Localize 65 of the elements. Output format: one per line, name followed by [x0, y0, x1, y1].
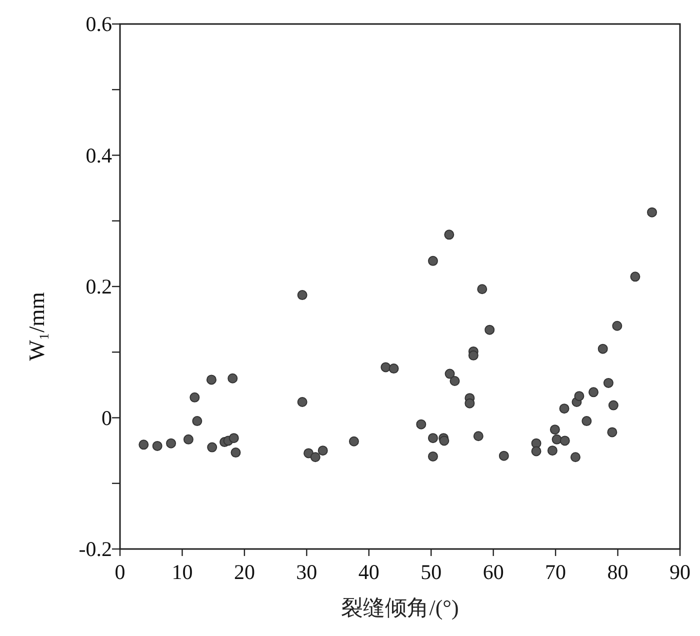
x-tick-label: 70 — [545, 560, 566, 584]
point — [388, 364, 399, 374]
y-tick-label: 0.4 — [86, 143, 112, 168]
point — [348, 436, 359, 446]
point — [473, 431, 484, 442]
point — [560, 436, 570, 446]
point — [464, 398, 475, 408]
point — [450, 376, 460, 386]
point — [192, 416, 202, 426]
point — [607, 427, 618, 438]
point — [570, 452, 580, 462]
point — [574, 391, 584, 402]
point — [603, 378, 614, 388]
point — [310, 452, 320, 462]
x-axis-title: 裂缝倾角/(°) — [341, 595, 459, 620]
point — [228, 433, 239, 444]
point — [598, 344, 608, 354]
x-tick-label: 60 — [482, 560, 504, 584]
point — [416, 419, 426, 430]
x-tick-label: 40 — [358, 560, 380, 584]
point — [297, 290, 308, 300]
point — [608, 400, 618, 410]
point — [647, 207, 657, 218]
point — [582, 416, 592, 426]
y-tick-label: 0.2 — [86, 274, 112, 298]
point — [228, 373, 238, 384]
point — [552, 434, 562, 444]
point — [428, 451, 438, 462]
x-tick-label: 10 — [172, 560, 193, 584]
point — [190, 392, 200, 402]
point — [183, 434, 194, 444]
point — [477, 284, 488, 294]
x-tick-label: 20 — [234, 560, 255, 584]
point — [612, 320, 622, 331]
x-tick-label: 90 — [670, 560, 690, 584]
point — [550, 424, 560, 435]
point — [428, 433, 438, 444]
point — [166, 438, 176, 448]
point — [547, 446, 558, 456]
point — [206, 374, 216, 385]
point — [380, 362, 391, 372]
point — [444, 368, 455, 379]
x-tick-label: 80 — [607, 560, 628, 584]
x-tick-label: 30 — [296, 560, 318, 584]
y-tick-label: -0.2 — [78, 537, 112, 561]
point — [207, 442, 218, 452]
point — [152, 440, 162, 451]
point — [428, 256, 438, 266]
point — [498, 450, 509, 461]
point — [484, 324, 495, 335]
point — [444, 230, 454, 240]
point — [439, 436, 450, 446]
point — [630, 272, 640, 282]
point — [318, 446, 328, 456]
point — [297, 397, 308, 407]
y-axis-title: W₁/mm — [24, 292, 49, 361]
y-tick-label: 0.6 — [86, 12, 112, 36]
point — [531, 446, 542, 456]
point — [588, 387, 599, 398]
point — [559, 404, 570, 414]
y-tick-label: 0 — [102, 406, 112, 430]
point — [468, 350, 478, 360]
point — [230, 448, 241, 458]
point — [138, 440, 149, 450]
x-tick-label: 50 — [420, 560, 442, 584]
